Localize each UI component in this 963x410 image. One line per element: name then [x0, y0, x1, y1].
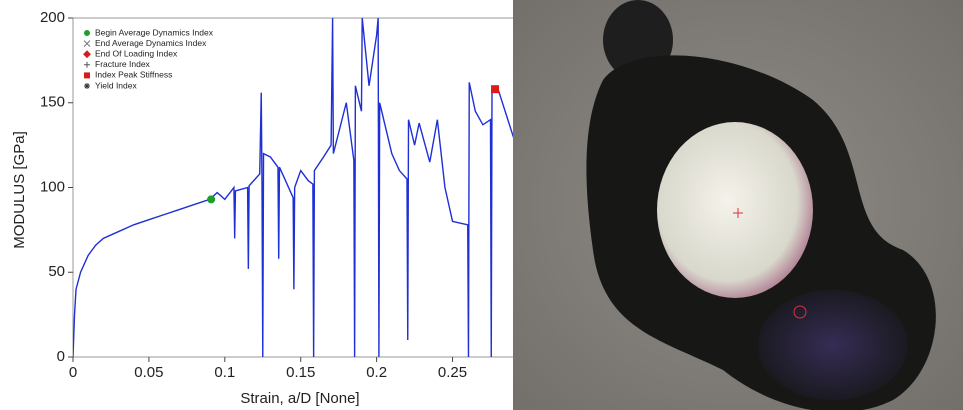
legend-symbol	[83, 40, 91, 47]
legend-label: Fracture Index	[95, 59, 151, 69]
legend-label: End Of Loading Index	[95, 48, 178, 58]
marker	[491, 85, 500, 94]
legend-symbol	[83, 50, 91, 59]
legend-symbol	[84, 72, 90, 79]
y-tick-label: 200	[40, 9, 65, 26]
marker	[207, 195, 216, 204]
x-axis-label: Strain, a/D [None]	[240, 390, 359, 407]
x-tick-label: 0.05	[134, 364, 163, 381]
y-axis-label: MODULUS [GPa]	[11, 131, 28, 249]
y-tick-label: 100	[40, 178, 65, 195]
legend-label: Index Peak Stiffness	[95, 70, 172, 80]
legend-symbol	[84, 30, 90, 36]
legend-label: Yield Index	[95, 80, 137, 90]
y-tick-label: 150	[40, 94, 65, 111]
legend-symbol	[84, 83, 90, 89]
legend-symbol	[84, 61, 90, 68]
x-tick-label: 0.15	[286, 364, 315, 381]
x-tick-label: 0.1	[214, 364, 235, 381]
microscope-image	[513, 0, 963, 410]
x-tick-label: 0.25	[438, 364, 467, 381]
legend-label: End Average Dynamics Index	[95, 38, 207, 48]
legend-label: Begin Average Dynamics Index	[95, 27, 214, 37]
chart: MODULUS [GPa] Strain, a/D [None] 0 50 100 1…	[11, 9, 513, 407]
x-tick-label: 0	[69, 364, 77, 381]
x-tick-label: 0.2	[366, 364, 387, 381]
y-tick-label: 50	[48, 263, 65, 280]
y-tick-label: 0	[57, 348, 65, 365]
